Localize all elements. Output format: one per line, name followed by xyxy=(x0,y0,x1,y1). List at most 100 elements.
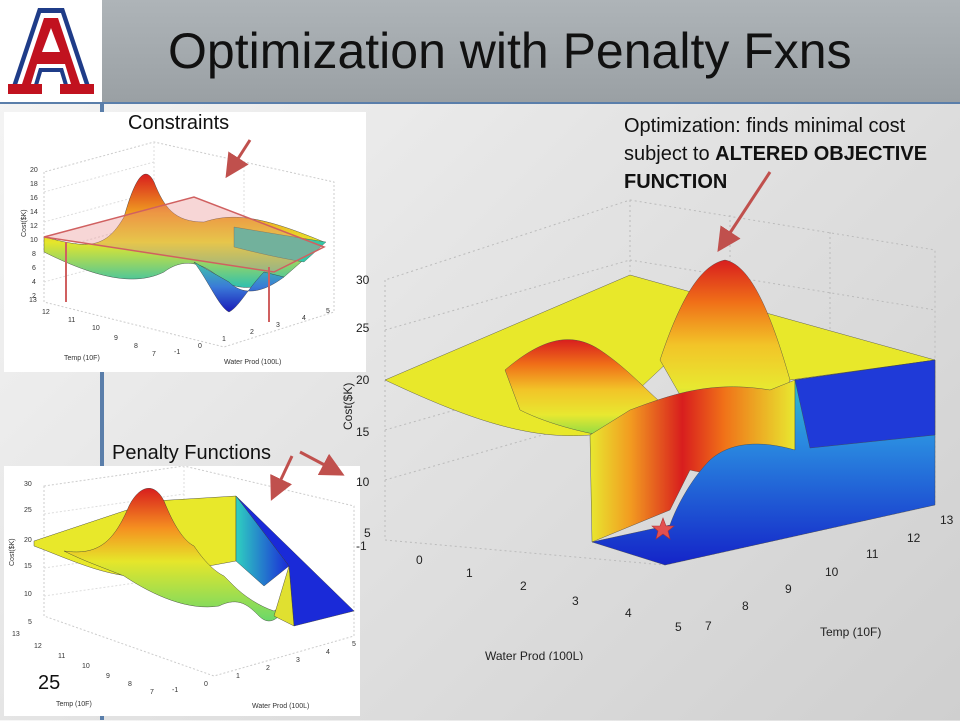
slide-title: Optimization with Penalty Fxns xyxy=(168,23,852,79)
svg-text:5: 5 xyxy=(28,619,32,626)
optimization-line2: subject to xyxy=(624,143,716,165)
svg-text:2: 2 xyxy=(266,665,270,672)
svg-text:5: 5 xyxy=(326,308,330,315)
optimization-arrow-icon xyxy=(717,171,772,253)
svg-text:5: 5 xyxy=(364,526,371,540)
svg-text:7: 7 xyxy=(705,619,712,633)
svg-text:1: 1 xyxy=(222,336,226,343)
penalty-functions-label: Penalty Functions xyxy=(112,442,271,464)
svg-text:10: 10 xyxy=(825,565,839,579)
constraints-label: Constraints xyxy=(128,112,230,134)
svg-text:20: 20 xyxy=(356,373,370,387)
optimization-description: Optimization: finds minimal cost subject… xyxy=(624,112,960,196)
penalty-arrow-left-icon xyxy=(270,455,294,501)
constraints-plot: 20 18 16 14 12 10 8 6 4 2 Cost($K) 13 12… xyxy=(21,141,335,366)
svg-text:15: 15 xyxy=(356,425,370,439)
penalty-plot-panel: 30 25 20 15 10 5 Cost($K) 13 12 11 10 9 … xyxy=(4,465,360,716)
svg-text:5: 5 xyxy=(352,641,356,648)
svg-text:10: 10 xyxy=(82,663,90,670)
constraints-ylabel: Cost($K) xyxy=(21,209,28,237)
constraints-z-ticks: 13 12 11 10 9 8 7 xyxy=(29,297,156,358)
tick-label: 6 xyxy=(32,265,36,272)
penalty-arrow-right-icon xyxy=(299,450,345,476)
svg-text:3: 3 xyxy=(276,322,280,329)
svg-text:25: 25 xyxy=(356,321,370,335)
svg-text:0: 0 xyxy=(198,343,202,350)
penalty-y-ticks: 30 25 20 15 10 5 xyxy=(24,481,32,626)
tick-label: 10 xyxy=(30,237,38,244)
svg-text:5: 5 xyxy=(675,620,682,634)
svg-text:11: 11 xyxy=(58,653,65,660)
tick-label: 20 xyxy=(30,167,38,174)
svg-text:13: 13 xyxy=(940,513,954,527)
svg-text:9: 9 xyxy=(114,335,118,342)
svg-text:9: 9 xyxy=(106,673,110,680)
svg-text:10: 10 xyxy=(356,475,370,489)
constraints-y-ticks: 20 18 16 14 12 10 8 6 4 2 xyxy=(30,167,38,300)
svg-text:-1: -1 xyxy=(172,687,178,694)
svg-text:2: 2 xyxy=(520,579,527,593)
penalty-x-ticks: -1 0 1 2 3 4 5 xyxy=(172,641,356,694)
svg-text:12: 12 xyxy=(907,531,921,545)
constraints-xlabel: Water Prod (100L) xyxy=(224,359,281,366)
constraints-zlabel: Temp (10F) xyxy=(64,355,100,362)
penalty-xlabel: Water Prod (100L) xyxy=(252,703,309,710)
svg-text:13: 13 xyxy=(29,297,37,304)
svg-text:9: 9 xyxy=(785,582,792,596)
svg-text:7: 7 xyxy=(152,351,156,358)
svg-text:7: 7 xyxy=(150,689,154,696)
svg-text:12: 12 xyxy=(42,309,50,316)
main-ylabel: Cost($K) xyxy=(341,383,355,430)
svg-text:0: 0 xyxy=(204,681,208,688)
svg-text:11: 11 xyxy=(866,547,879,561)
slide-header: Optimization with Penalty Fxns xyxy=(0,0,960,104)
svg-text:8: 8 xyxy=(134,343,138,350)
main-z-ticks: 7 8 9 10 11 12 13 xyxy=(705,513,954,633)
svg-text:8: 8 xyxy=(742,599,749,613)
optimization-line1: Optimization: finds minimal cost xyxy=(624,115,906,137)
svg-text:30: 30 xyxy=(356,273,370,287)
main-zlabel: Temp (10F) xyxy=(820,625,881,639)
svg-text:-1: -1 xyxy=(174,349,180,356)
svg-text:8: 8 xyxy=(128,681,132,688)
penalty-ylabel: Cost($K) xyxy=(9,538,16,566)
optimization-bold2: FUNCTION xyxy=(624,171,728,193)
optimization-bold1: ALTERED OBJECTIVE xyxy=(715,143,928,165)
main-x-ticks: -1 0 1 2 3 4 5 xyxy=(356,539,682,634)
optimum-star-icon xyxy=(651,517,675,540)
svg-text:0: 0 xyxy=(416,553,423,567)
constraints-x-ticks: -1 0 1 2 3 4 5 xyxy=(174,308,330,356)
slide-number: 25 xyxy=(38,672,61,694)
svg-text:3: 3 xyxy=(572,594,579,608)
constraints-arrow-icon xyxy=(225,139,252,179)
svg-text:4: 4 xyxy=(302,315,306,322)
svg-text:4: 4 xyxy=(326,649,330,656)
svg-text:3: 3 xyxy=(296,657,300,664)
tick-label: 2 xyxy=(32,293,36,300)
accent-bar xyxy=(100,102,104,720)
tick-label: 18 xyxy=(30,181,38,188)
university-logo-icon xyxy=(0,0,102,102)
tick-label: 16 xyxy=(30,195,38,202)
svg-text:11: 11 xyxy=(68,317,75,324)
svg-text:12: 12 xyxy=(34,643,42,650)
svg-text:10: 10 xyxy=(24,591,32,598)
constraints-plot-panel: 20 18 16 14 12 10 8 6 4 2 Cost($K) 13 12… xyxy=(4,112,366,372)
penalty-plot: 30 25 20 15 10 5 Cost($K) 13 12 11 10 9 … xyxy=(9,465,356,710)
main-y-ticks: 30 25 20 15 10 5 xyxy=(356,273,371,540)
svg-text:-1: -1 xyxy=(356,539,367,553)
penalty-z-ticks: 13 12 11 10 9 8 7 xyxy=(12,631,154,696)
tick-label: 14 xyxy=(30,209,38,216)
svg-text:1: 1 xyxy=(236,673,240,680)
svg-text:15: 15 xyxy=(24,563,32,570)
main-plot: 30 25 20 15 10 5 Cost($K) -1 0 1 2 3 4 5… xyxy=(341,199,954,660)
svg-text:13: 13 xyxy=(12,631,20,638)
svg-text:30: 30 xyxy=(24,481,32,488)
tick-label: 4 xyxy=(32,279,36,286)
svg-text:4: 4 xyxy=(625,606,632,620)
tick-label: 8 xyxy=(32,251,36,258)
svg-text:25: 25 xyxy=(24,507,32,514)
tick-label: 12 xyxy=(30,223,38,230)
svg-text:2: 2 xyxy=(250,329,254,336)
svg-text:20: 20 xyxy=(24,537,32,544)
